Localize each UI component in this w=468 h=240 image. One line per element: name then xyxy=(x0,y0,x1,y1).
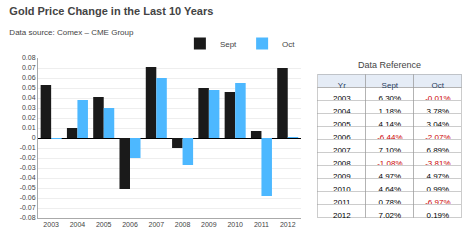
svg-text:-0.08: -0.08 xyxy=(20,214,36,221)
svg-text:7.10%: 7.10% xyxy=(378,146,402,155)
svg-text:0.06: 0.06 xyxy=(22,74,36,81)
svg-text:3.04%: 3.04% xyxy=(426,120,450,129)
svg-text:0.08: 0.08 xyxy=(22,54,36,61)
svg-text:-0.07: -0.07 xyxy=(20,204,36,211)
svg-text:-0.06: -0.06 xyxy=(20,194,36,201)
svg-text:6.89%: 6.89% xyxy=(426,146,450,155)
svg-text:-0.05: -0.05 xyxy=(20,184,36,191)
svg-text:Gold Price Change in the Last: Gold Price Change in the Last 10 Years xyxy=(9,5,213,17)
svg-text:2004: 2004 xyxy=(70,221,86,228)
svg-text:0.02: 0.02 xyxy=(22,114,36,121)
svg-text:4.64%: 4.64% xyxy=(378,185,402,194)
svg-text:2006: 2006 xyxy=(332,133,351,142)
svg-text:-0.02: -0.02 xyxy=(20,154,36,161)
svg-text:Data source: Comex – CME Group: Data source: Comex – CME Group xyxy=(9,28,134,37)
svg-text:-0.01%: -0.01% xyxy=(425,94,451,103)
svg-text:2010: 2010 xyxy=(227,221,243,228)
svg-text:-6.44%: -6.44% xyxy=(377,133,403,142)
svg-text:0.05: 0.05 xyxy=(22,84,36,91)
svg-text:4.97%: 4.97% xyxy=(426,172,450,181)
svg-text:3.78%: 3.78% xyxy=(426,107,450,116)
svg-text:0.04: 0.04 xyxy=(22,94,36,101)
svg-text:Yr: Yr xyxy=(338,81,346,90)
svg-text:Oct: Oct xyxy=(432,81,445,90)
svg-text:0.07: 0.07 xyxy=(22,64,36,71)
svg-text:0.78%: 0.78% xyxy=(378,198,402,207)
svg-text:0.99%: 0.99% xyxy=(426,185,450,194)
svg-text:2008: 2008 xyxy=(175,221,191,228)
svg-text:0.03: 0.03 xyxy=(22,104,36,111)
svg-text:0: 0 xyxy=(32,134,36,141)
svg-text:2010: 2010 xyxy=(332,185,351,194)
svg-text:-3.81%: -3.81% xyxy=(425,159,451,168)
svg-text:2005: 2005 xyxy=(96,221,112,228)
svg-text:2004: 2004 xyxy=(332,107,351,116)
svg-text:Oct: Oct xyxy=(282,40,295,49)
svg-text:2003: 2003 xyxy=(332,94,351,103)
svg-text:-6.97%: -6.97% xyxy=(425,198,451,207)
svg-text:-0.01: -0.01 xyxy=(20,144,36,151)
svg-text:1.18%: 1.18% xyxy=(378,107,402,116)
svg-text:2006: 2006 xyxy=(122,221,138,228)
svg-text:4.14%: 4.14% xyxy=(378,120,402,129)
svg-text:-0.03: -0.03 xyxy=(20,164,36,171)
svg-text:Sept: Sept xyxy=(382,81,399,90)
svg-text:Sept: Sept xyxy=(220,40,237,49)
svg-text:-2.07%: -2.07% xyxy=(425,133,451,142)
svg-text:2009: 2009 xyxy=(201,221,217,228)
svg-text:2008: 2008 xyxy=(332,159,351,168)
svg-text:0.01: 0.01 xyxy=(22,124,36,131)
svg-text:2003: 2003 xyxy=(43,221,59,228)
svg-text:2007: 2007 xyxy=(332,146,351,155)
svg-text:0.19%: 0.19% xyxy=(426,211,449,218)
svg-text:2011: 2011 xyxy=(333,198,351,207)
svg-text:2009: 2009 xyxy=(332,172,351,181)
svg-text:2007: 2007 xyxy=(149,221,165,228)
svg-text:7.02%: 7.02% xyxy=(378,211,401,218)
svg-text:2012: 2012 xyxy=(333,211,351,218)
svg-text:-1.08%: -1.08% xyxy=(377,159,403,168)
svg-text:6.30%: 6.30% xyxy=(378,94,402,103)
svg-text:Data Reference: Data Reference xyxy=(358,60,421,70)
svg-text:2005: 2005 xyxy=(332,120,351,129)
svg-text:4.97%: 4.97% xyxy=(378,172,402,181)
svg-text:-0.04: -0.04 xyxy=(20,174,36,181)
svg-text:2011: 2011 xyxy=(254,221,269,228)
svg-text:2012: 2012 xyxy=(280,221,296,228)
